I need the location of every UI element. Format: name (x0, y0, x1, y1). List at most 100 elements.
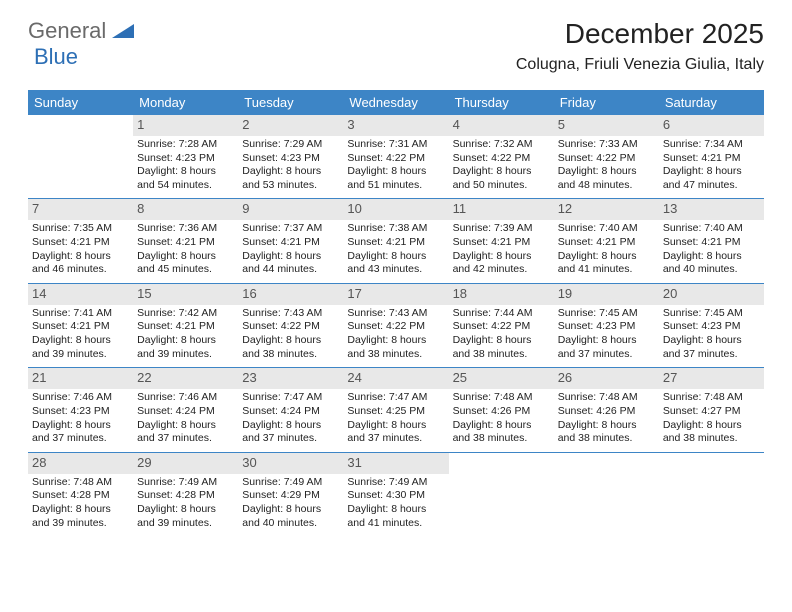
calendar-cell: 20Sunrise: 7:45 AMSunset: 4:23 PMDayligh… (659, 284, 764, 367)
cell-line: and 39 minutes. (137, 348, 234, 362)
day-number: 16 (238, 284, 343, 305)
cell-line: Daylight: 8 hours (242, 419, 339, 433)
cell-line: Sunrise: 7:43 AM (347, 307, 444, 321)
calendar-cell: . (659, 453, 764, 536)
cell-line: and 38 minutes. (242, 348, 339, 362)
cell-content: Sunrise: 7:43 AMSunset: 4:22 PMDaylight:… (347, 307, 444, 362)
cell-line: Sunset: 4:26 PM (558, 405, 655, 419)
day-number: 24 (343, 368, 448, 389)
cell-line: Sunset: 4:22 PM (453, 152, 550, 166)
calendar-cell: . (449, 453, 554, 536)
cell-line: Sunset: 4:21 PM (32, 236, 129, 250)
cell-line: Daylight: 8 hours (453, 250, 550, 264)
cell-line: Daylight: 8 hours (663, 250, 760, 264)
day-number: 27 (659, 368, 764, 389)
cell-line: and 44 minutes. (242, 263, 339, 277)
cell-content: Sunrise: 7:36 AMSunset: 4:21 PMDaylight:… (137, 222, 234, 277)
day-number: 13 (659, 199, 764, 220)
cell-line: Sunrise: 7:44 AM (453, 307, 550, 321)
cell-line: Sunset: 4:24 PM (137, 405, 234, 419)
cell-line: Daylight: 8 hours (137, 503, 234, 517)
cell-content: Sunrise: 7:31 AMSunset: 4:22 PMDaylight:… (347, 138, 444, 193)
calendar: SundayMondayTuesdayWednesdayThursdayFrid… (28, 90, 764, 536)
cell-line: Sunset: 4:23 PM (663, 320, 760, 334)
cell-content: Sunrise: 7:45 AMSunset: 4:23 PMDaylight:… (663, 307, 760, 362)
day-number: 20 (659, 284, 764, 305)
cell-line: and 37 minutes. (32, 432, 129, 446)
day-number-row: 13 (659, 199, 764, 220)
calendar-cell: 1Sunrise: 7:28 AMSunset: 4:23 PMDaylight… (133, 115, 238, 198)
cell-line: Daylight: 8 hours (663, 334, 760, 348)
cell-line: Daylight: 8 hours (32, 503, 129, 517)
cell-line: and 47 minutes. (663, 179, 760, 193)
cell-line: Daylight: 8 hours (558, 334, 655, 348)
cell-line: Daylight: 8 hours (137, 165, 234, 179)
cell-line: Sunrise: 7:48 AM (32, 476, 129, 490)
day-number: 7 (28, 199, 133, 220)
calendar-cell: 23Sunrise: 7:47 AMSunset: 4:24 PMDayligh… (238, 368, 343, 451)
cell-line: Daylight: 8 hours (558, 419, 655, 433)
day-number: 21 (28, 368, 133, 389)
cell-line: Daylight: 8 hours (242, 250, 339, 264)
cell-line: and 37 minutes. (558, 348, 655, 362)
cell-line: and 53 minutes. (242, 179, 339, 193)
cell-line: Daylight: 8 hours (347, 250, 444, 264)
calendar-week: 14Sunrise: 7:41 AMSunset: 4:21 PMDayligh… (28, 284, 764, 368)
cell-content: Sunrise: 7:46 AMSunset: 4:23 PMDaylight:… (32, 391, 129, 446)
header: General December 2025 Colugna, Friuli Ve… (0, 0, 792, 82)
cell-line: Daylight: 8 hours (663, 419, 760, 433)
day-number-row: 9 (238, 199, 343, 220)
calendar-week: 28Sunrise: 7:48 AMSunset: 4:28 PMDayligh… (28, 453, 764, 536)
day-number-row: 26 (554, 368, 659, 389)
calendar-cell: 15Sunrise: 7:42 AMSunset: 4:21 PMDayligh… (133, 284, 238, 367)
cell-line: and 37 minutes. (242, 432, 339, 446)
day-number-row: 21 (28, 368, 133, 389)
cell-content: Sunrise: 7:40 AMSunset: 4:21 PMDaylight:… (663, 222, 760, 277)
location: Colugna, Friuli Venezia Giulia, Italy (516, 56, 764, 74)
day-number: 9 (238, 199, 343, 220)
cell-line: Sunrise: 7:49 AM (347, 476, 444, 490)
cell-line: Daylight: 8 hours (32, 334, 129, 348)
calendar-cell: 25Sunrise: 7:48 AMSunset: 4:26 PMDayligh… (449, 368, 554, 451)
calendar-week: 7Sunrise: 7:35 AMSunset: 4:21 PMDaylight… (28, 199, 764, 283)
cell-line: and 38 minutes. (347, 348, 444, 362)
cell-content: Sunrise: 7:33 AMSunset: 4:22 PMDaylight:… (558, 138, 655, 193)
cell-content: Sunrise: 7:48 AMSunset: 4:26 PMDaylight:… (558, 391, 655, 446)
cell-line: Sunrise: 7:47 AM (242, 391, 339, 405)
day-number: 29 (133, 453, 238, 474)
day-number-row: 30 (238, 453, 343, 474)
day-number: 4 (449, 115, 554, 136)
cell-line: Sunrise: 7:48 AM (663, 391, 760, 405)
cell-line: Sunset: 4:25 PM (347, 405, 444, 419)
day-number-row: 5 (554, 115, 659, 136)
cell-line: and 38 minutes. (663, 432, 760, 446)
calendar-cell: 5Sunrise: 7:33 AMSunset: 4:22 PMDaylight… (554, 115, 659, 198)
cell-content: Sunrise: 7:42 AMSunset: 4:21 PMDaylight:… (137, 307, 234, 362)
day-number: 30 (238, 453, 343, 474)
cell-line: Daylight: 8 hours (558, 165, 655, 179)
day-number-row: 2 (238, 115, 343, 136)
cell-line: and 41 minutes. (558, 263, 655, 277)
cell-line: Daylight: 8 hours (242, 503, 339, 517)
day-number-row: 31 (343, 453, 448, 474)
day-number: 2 (238, 115, 343, 136)
cell-line: Daylight: 8 hours (347, 334, 444, 348)
cell-line: Sunrise: 7:43 AM (242, 307, 339, 321)
day-number: 26 (554, 368, 659, 389)
cell-line: Sunset: 4:22 PM (242, 320, 339, 334)
cell-line: Sunset: 4:21 PM (453, 236, 550, 250)
cell-line: Sunset: 4:22 PM (347, 152, 444, 166)
calendar-cell: 19Sunrise: 7:45 AMSunset: 4:23 PMDayligh… (554, 284, 659, 367)
day-number-row: 28 (28, 453, 133, 474)
day-number-row: 18 (449, 284, 554, 305)
cell-line: and 38 minutes. (558, 432, 655, 446)
cell-line: Daylight: 8 hours (453, 165, 550, 179)
day-number: 6 (659, 115, 764, 136)
cell-content: Sunrise: 7:43 AMSunset: 4:22 PMDaylight:… (242, 307, 339, 362)
calendar-cell: . (28, 115, 133, 198)
cell-line: Sunset: 4:27 PM (663, 405, 760, 419)
calendar-cell: 22Sunrise: 7:46 AMSunset: 4:24 PMDayligh… (133, 368, 238, 451)
cell-line: Sunset: 4:22 PM (558, 152, 655, 166)
cell-line: and 37 minutes. (137, 432, 234, 446)
calendar-cell: 24Sunrise: 7:47 AMSunset: 4:25 PMDayligh… (343, 368, 448, 451)
